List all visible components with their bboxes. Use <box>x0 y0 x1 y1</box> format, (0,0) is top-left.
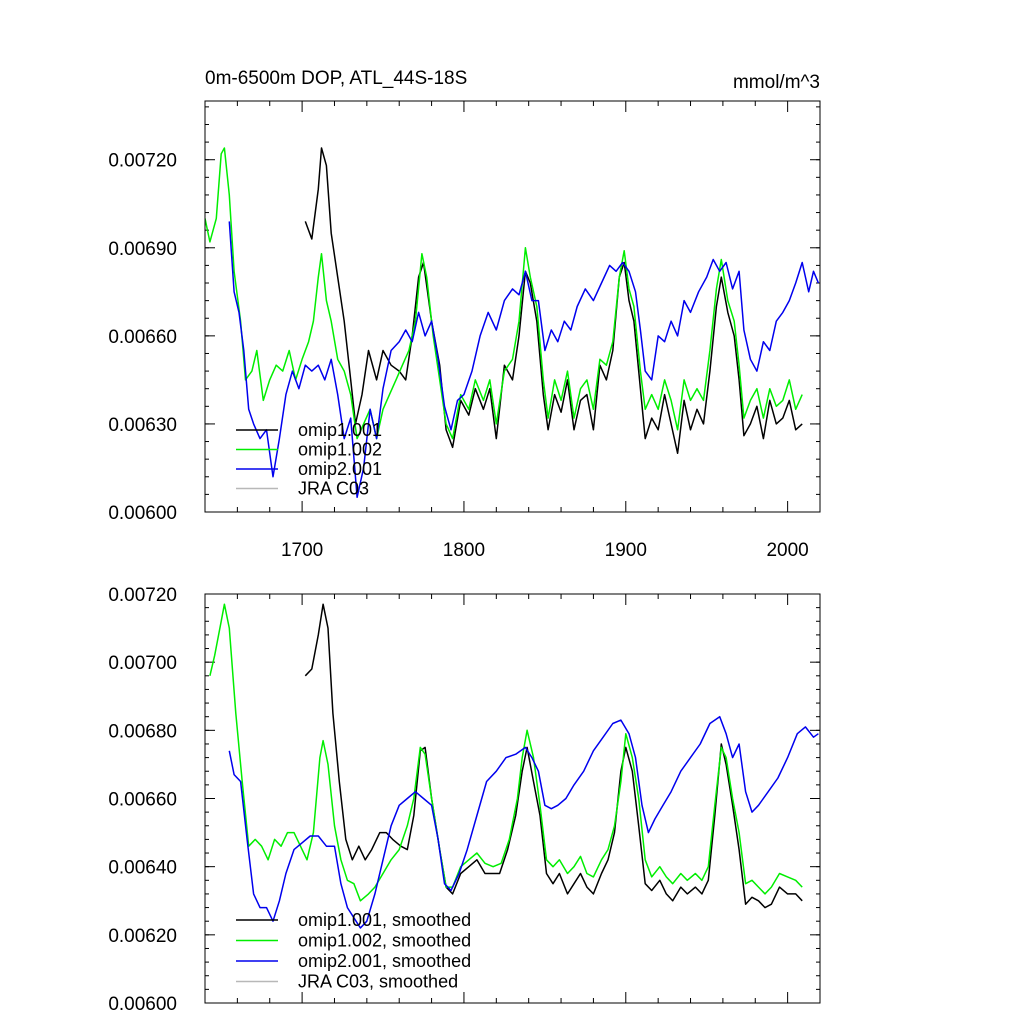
legend-label: omip1.001, smoothed <box>298 910 471 930</box>
top-panel: 0m-6500m DOP, ATL_44S-18S mmol/m^3 0.006… <box>108 68 821 561</box>
bottom-panel: 0.00600 0.00620 0.00640 0.00660 0.00680 0.007… <box>108 585 821 1015</box>
y-tick-label: 0.00660 <box>108 790 177 811</box>
y-tick-label: 0.00700 <box>108 653 177 674</box>
series-group <box>209 603 819 929</box>
x-tick-label: 2000 <box>766 540 808 561</box>
y-tick-label: 0.00720 <box>108 151 177 172</box>
series-line-omip2_001 <box>228 221 820 499</box>
legend-label: JRA C03 <box>298 479 369 499</box>
y-tick-label: 0.00620 <box>108 926 177 947</box>
x-tick-label: 1900 <box>605 540 647 561</box>
units-label: mmol/m^3 <box>733 72 820 93</box>
y-tick-label: 0.00630 <box>108 415 177 436</box>
plot-frame <box>204 100 821 513</box>
series-group <box>205 147 820 499</box>
series-line-omip1_001 <box>304 147 803 455</box>
series-line-omip1_002 <box>209 603 803 902</box>
series-line-omip2_001 <box>228 715 819 929</box>
x-tick-label: 1800 <box>443 540 485 561</box>
y-tick-label: 0.00680 <box>108 721 177 742</box>
legend-label: omip1.002 <box>298 440 382 460</box>
x-tick-label: 1700 <box>281 540 323 561</box>
y-tick-label: 0.00600 <box>108 994 177 1015</box>
legend-label: omip2.001, smoothed <box>298 951 471 971</box>
series-line-omip1_001 <box>304 603 803 909</box>
legend-label: omip1.002, smoothed <box>298 931 471 951</box>
y-tick-label: 0.00660 <box>108 327 177 348</box>
y-tick-label: 0.00600 <box>108 503 177 524</box>
series-line-omip1_002 <box>205 147 803 440</box>
y-tick-label: 0.00720 <box>108 585 177 606</box>
legend-label: JRA C03, smoothed <box>298 972 458 992</box>
y-tick-label: 0.00640 <box>108 858 177 879</box>
legend-label: omip1.001 <box>298 420 382 440</box>
plot-frame <box>204 593 821 1004</box>
chart-title: 0m-6500m DOP, ATL_44S-18S <box>205 68 467 89</box>
legend-label: omip2.001 <box>298 459 382 479</box>
y-tick-label: 0.00690 <box>108 239 177 260</box>
